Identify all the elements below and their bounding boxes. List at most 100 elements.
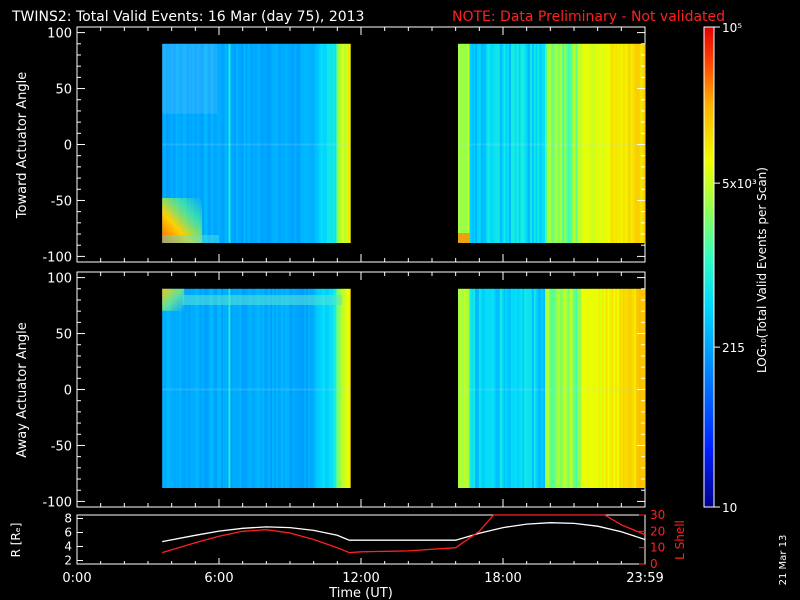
- toward-heatmap-column: [211, 43, 214, 243]
- toward-heatmap-column: [224, 43, 227, 243]
- toward-heatmap-column: [196, 43, 199, 243]
- toward-heatmap-column: [499, 43, 502, 243]
- colorbar-label: LOG₁₀(Total Valid Events per Scan): [755, 167, 769, 373]
- away-heatmap-column: [226, 288, 229, 488]
- toward-heatmap-column: [547, 43, 550, 243]
- away-y-tick-label: -100: [42, 495, 72, 510]
- toward-heatmap-column: [309, 43, 313, 243]
- toward-heatmap-column: [471, 43, 474, 243]
- away-heatmap-column: [217, 288, 220, 488]
- away-heatmap-column: [626, 288, 629, 488]
- away-heatmap-column: [222, 288, 226, 488]
- away-heatmap-column: [643, 288, 646, 488]
- away-heatmap-column: [607, 288, 610, 488]
- toward-heatmap-column: [311, 43, 315, 243]
- toward-heatmap-column: [202, 43, 205, 243]
- toward-zero-angle-stripe: [162, 143, 351, 146]
- away-heatmap-column: [347, 288, 350, 488]
- away-heatmap-column: [492, 288, 495, 488]
- toward-heatmap-column: [325, 43, 328, 243]
- away-heatmap-column: [560, 288, 563, 488]
- toward-heatmap-column: [531, 43, 535, 243]
- away-heatmap-column: [509, 288, 512, 488]
- away-heatmap-column: [548, 288, 552, 488]
- away-heatmap: [162, 288, 646, 488]
- away-heatmap-column: [617, 288, 620, 488]
- toward-upper-left-haze: [162, 43, 218, 114]
- toward-heatmap-column: [190, 43, 193, 243]
- toward-heatmap-column: [592, 43, 595, 243]
- away-heatmap-column: [562, 288, 565, 488]
- toward-heatmap-column: [268, 43, 271, 243]
- away-heatmap-column: [465, 288, 468, 488]
- away-heatmap-column: [622, 288, 626, 488]
- toward-heatmap-column: [590, 43, 593, 243]
- away-heatmap-column: [526, 288, 529, 488]
- toward-heatmap-column: [203, 43, 207, 243]
- toward-heatmap-column: [232, 43, 235, 243]
- toward-heatmap-column: [601, 43, 605, 243]
- toward-heatmap-column: [313, 43, 316, 243]
- away-heatmap-column: [473, 288, 476, 488]
- away-y-tick-label: 0: [64, 384, 72, 399]
- toward-heatmap-column: [347, 43, 350, 243]
- toward-heatmap-column: [632, 43, 635, 243]
- toward-heatmap-column: [526, 43, 529, 243]
- toward-heatmap-column: [323, 43, 326, 243]
- toward-heatmap-column: [478, 43, 482, 243]
- toward-heatmap-column: [626, 43, 629, 243]
- away-heatmap-column: [471, 288, 474, 488]
- r-axis-tick-label: 4: [64, 540, 72, 554]
- toward-heatmap-column: [173, 43, 176, 243]
- away-heatmap-column: [230, 288, 233, 488]
- toward-heatmap-column: [571, 43, 574, 243]
- toward-heatmap-column: [624, 43, 627, 243]
- toward-heatmap-column: [275, 43, 279, 243]
- toward-heatmap-column: [594, 43, 597, 243]
- toward-heatmap-column: [622, 43, 626, 243]
- toward-heatmap-column: [304, 43, 307, 243]
- toward-heatmap-column: [207, 43, 210, 243]
- away-heatmap-column: [272, 288, 275, 488]
- away-heatmap-column: [285, 288, 288, 488]
- toward-heatmap-column: [205, 43, 208, 243]
- away-heatmap-column: [249, 288, 252, 488]
- away-heatmap-column: [613, 288, 616, 488]
- toward-heatmap-column: [511, 43, 514, 243]
- away-heatmap-column: [634, 288, 637, 488]
- toward-heatmap-column: [308, 43, 311, 243]
- toward-heatmap-column: [258, 43, 262, 243]
- toward-heatmap-column: [528, 43, 531, 243]
- away-heatmap-column: [573, 288, 576, 488]
- toward-heatmap-column: [349, 43, 351, 243]
- time-x-axis: 0:00 6:00 12:00 18:00 23:59: [62, 571, 663, 586]
- away-heatmap-column: [219, 288, 222, 488]
- colorbar-scale: [703, 26, 715, 508]
- toward-heatmap-column: [469, 43, 472, 243]
- toward-heatmap-column: [475, 43, 478, 243]
- away-heatmap-column: [571, 288, 574, 488]
- toward-heatmap-column: [641, 43, 644, 243]
- toward-angle-panel: 100 50 0 -50 -100 Toward Actuator Angle: [15, 26, 646, 265]
- away-heatmap-column: [505, 288, 508, 488]
- l-shell-axis-tick-label: 10: [650, 541, 665, 555]
- away-heatmap-column: [264, 288, 267, 488]
- toward-heatmap-column: [503, 43, 506, 243]
- toward-heatmap-column: [167, 43, 171, 243]
- toward-heatmap-column: [194, 43, 197, 243]
- toward-heatmap-column: [273, 43, 277, 243]
- toward-heatmap-column: [558, 43, 561, 243]
- toward-heatmap-column: [552, 43, 555, 243]
- l-shell-axis-tick-label: 0: [650, 557, 658, 571]
- toward-heatmap-column: [458, 43, 461, 243]
- away-heatmap-column: [512, 288, 516, 488]
- away-heatmap-column: [514, 288, 518, 488]
- toward-heatmap-column: [198, 43, 201, 243]
- toward-second-corner: [458, 233, 470, 243]
- toward-heatmap-column: [607, 43, 610, 243]
- away-heatmap-column: [632, 288, 635, 488]
- away-heatmap-column: [507, 288, 510, 488]
- toward-heatmap-column: [518, 43, 521, 243]
- away-heatmap-column: [480, 288, 484, 488]
- away-heatmap-column: [179, 288, 182, 488]
